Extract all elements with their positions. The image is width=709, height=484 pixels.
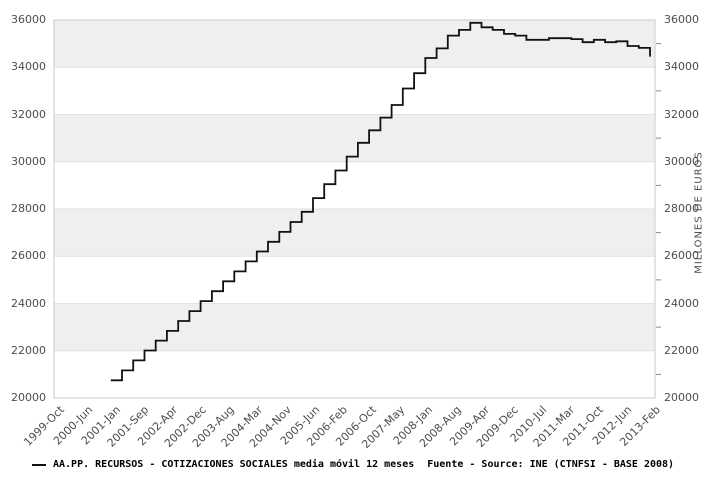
y-tick-label-left: 28000 bbox=[11, 202, 46, 215]
y-tick-label-left: 32000 bbox=[11, 108, 46, 121]
y-tick-label-left: 30000 bbox=[11, 155, 46, 168]
y-tick-label-right: 34000 bbox=[664, 60, 699, 73]
y-tick-label-right: 28000 bbox=[664, 202, 699, 215]
plot-border bbox=[53, 19, 656, 399]
y-tick-label-left: 34000 bbox=[11, 60, 46, 73]
y-tick-label-left: 24000 bbox=[11, 297, 46, 310]
y-tick-label-right: 26000 bbox=[664, 249, 699, 262]
y-tick-label-right: 32000 bbox=[664, 108, 699, 121]
legend-line-sample-icon bbox=[32, 463, 46, 466]
y-tick-label-right: 36000 bbox=[664, 13, 699, 26]
y-tick-label-right: 24000 bbox=[664, 297, 699, 310]
series-line bbox=[110, 21, 651, 382]
y-axis-title: MILLONES DE EUROS bbox=[693, 151, 705, 274]
y-tick-label-right: 30000 bbox=[664, 155, 699, 168]
legend-series-label: AA.PP. RECURSOS - COTIZACIONES SOCIALES … bbox=[53, 459, 415, 470]
legend-source-label: Fuente - Source: INE (CTNFSI - BASE 2008… bbox=[427, 459, 675, 470]
y-tick-label-left: 26000 bbox=[11, 249, 46, 262]
y-tick-label-left: 20000 bbox=[11, 391, 46, 404]
y-tick-label-right: 22000 bbox=[664, 344, 699, 357]
y-tick-label-right: 20000 bbox=[664, 391, 699, 404]
y-tick-label-left: 22000 bbox=[11, 344, 46, 357]
y-tick-label-left: 36000 bbox=[11, 13, 46, 26]
plot-bands bbox=[54, 20, 655, 398]
legend: AA.PP. RECURSOS - COTIZACIONES SOCIALES … bbox=[32, 459, 674, 470]
y-axis-minor-ticks bbox=[656, 43, 661, 375]
